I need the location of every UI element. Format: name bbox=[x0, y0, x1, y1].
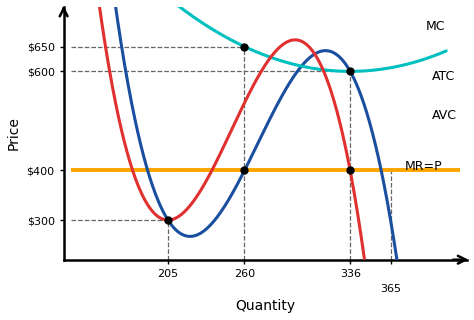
Text: MC: MC bbox=[425, 20, 445, 33]
X-axis label: Quantity: Quantity bbox=[235, 300, 295, 313]
Text: MR=P: MR=P bbox=[404, 160, 442, 173]
Y-axis label: Price: Price bbox=[7, 116, 21, 150]
Text: AVC: AVC bbox=[432, 109, 457, 123]
Text: ATC: ATC bbox=[432, 70, 456, 83]
